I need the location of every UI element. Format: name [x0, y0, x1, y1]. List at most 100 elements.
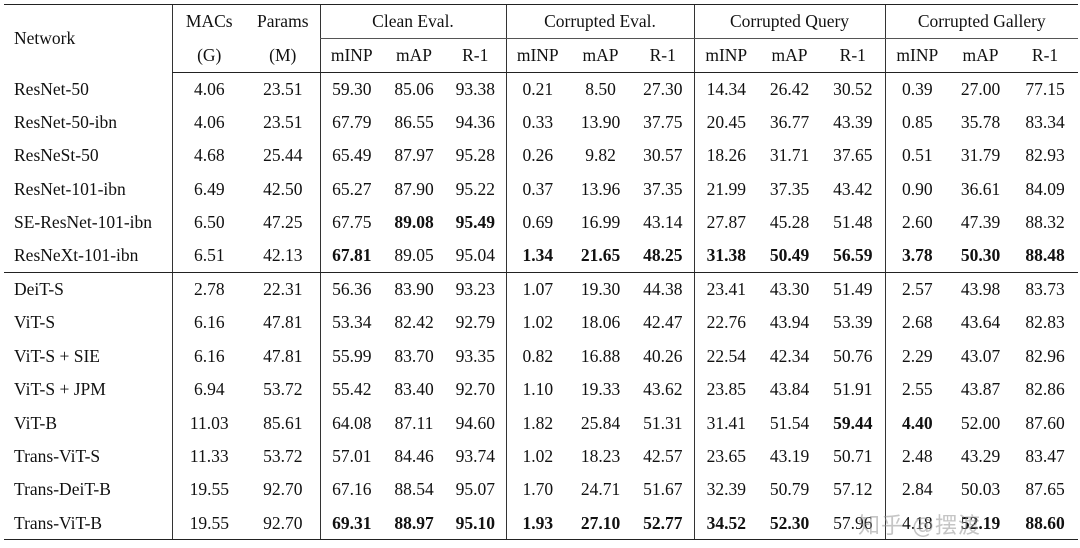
unit-header: (M): [246, 38, 320, 73]
cell: 56.59: [821, 239, 886, 274]
cell: 6.49: [171, 172, 246, 207]
cell: 51.91: [833, 379, 873, 400]
network-name: ResNet-50: [14, 78, 89, 99]
cell: 43.98: [960, 279, 1001, 300]
network-name: DeiT-S: [14, 279, 64, 300]
cell: 21.99: [693, 172, 758, 207]
cell: 93.38: [455, 78, 495, 99]
cell: 4.68: [171, 139, 246, 173]
cell: 59.44: [833, 412, 873, 433]
cell: 19.55: [171, 506, 246, 541]
cell: 2.78: [171, 272, 246, 307]
metric-header: mINP: [884, 38, 950, 73]
cell: 87.97: [394, 145, 434, 166]
cell: 31.79: [960, 145, 1001, 166]
metric-header: mINP: [319, 38, 383, 73]
cell: 27.87: [693, 206, 758, 240]
cell: 88.32: [1025, 212, 1065, 233]
cell: 1.82: [505, 406, 569, 440]
cell: 88.60: [1012, 506, 1079, 541]
metric-header: mINP: [693, 38, 758, 73]
cell: 87.65: [1025, 479, 1065, 500]
table-row: ViT-S + SIE 6.16 47.81 55.99 83.70 93.35 0.82 1…: [4, 339, 1078, 374]
unit-header: (G): [171, 38, 246, 73]
header-row: (G) (M) mINP mAP R-1 mINP mAP R-1 mINP mAP R-1 mINP…: [4, 38, 1079, 73]
cell: 53.34: [319, 306, 383, 340]
cell: 13.96: [580, 178, 621, 199]
cell: 6.94: [171, 373, 246, 407]
cell: 36.61: [960, 178, 1001, 199]
metric-header: R-1: [445, 38, 506, 73]
cell: 65.49: [319, 139, 383, 173]
cell: 93.23: [455, 279, 495, 300]
cell: 0.51: [884, 139, 950, 173]
cell: 18.06: [580, 312, 621, 333]
cell: 82.83: [1025, 312, 1065, 333]
cell: 32.39: [693, 473, 758, 507]
cell: 1.34: [505, 239, 569, 274]
network-name: ResNet-101-ibn: [14, 178, 126, 199]
network-name: SE-ResNet-101-ibn: [14, 212, 153, 233]
cell: 89.05: [383, 239, 445, 274]
cell: 23.51: [263, 78, 303, 99]
cell: 83.73: [1025, 279, 1065, 300]
cell: 83.40: [394, 379, 434, 400]
cell: 84.46: [394, 445, 434, 466]
network-name: Trans-ViT-S: [14, 445, 101, 466]
network-name: ResNeSt-50: [14, 145, 99, 166]
table-row: Trans-DeiT-B 19.55 92.70 67.16 88.54 95.07 1.7…: [4, 473, 1078, 507]
cell: 25.44: [263, 145, 303, 166]
cell: 37.65: [833, 145, 873, 166]
group-header: Corrupted Query: [693, 4, 886, 39]
cell: 36.77: [769, 112, 810, 133]
cell: 53.72: [263, 445, 303, 466]
cell: 27.10: [569, 506, 632, 541]
cell: 11.03: [171, 406, 246, 440]
cell: 24.71: [580, 479, 621, 500]
cell: 1.02: [505, 306, 569, 340]
table-row: ResNet-101-ibn 6.49 42.50 65.27 87.90 95.22 0.…: [4, 172, 1078, 207]
cell: 87.11: [394, 412, 434, 433]
table-section: DeiT-S 2.78 22.31 56.36 83.90 93.23 1.07 19.30 4…: [4, 272, 1079, 541]
cell: 95.22: [455, 178, 495, 199]
cell: 50.79: [769, 479, 810, 500]
cell: 56.36: [319, 272, 383, 307]
column-header: Network: [4, 4, 172, 73]
cell: 2.48: [884, 439, 950, 474]
cell: 93.35: [455, 345, 495, 366]
table-header: Network MACs Params Clean Eval. Corrupted Ev…: [4, 4, 1079, 73]
cell: 52.77: [632, 506, 694, 541]
cell: 6.51: [171, 239, 246, 274]
cell: 43.87: [960, 379, 1001, 400]
cell: 92.70: [263, 479, 303, 500]
cell: 85.06: [394, 78, 434, 99]
cell: 30.57: [643, 145, 683, 166]
cell: 82.86: [1025, 379, 1065, 400]
cell: 14.34: [693, 72, 758, 106]
cell: 47.39: [960, 212, 1001, 233]
column-header: MACs: [171, 4, 246, 39]
cell: 87.90: [394, 178, 434, 199]
cell: 64.08: [319, 406, 383, 440]
cell: 26.42: [769, 78, 810, 99]
cell: 45.28: [769, 212, 810, 233]
cell: 1.70: [505, 473, 569, 507]
cell: 0.69: [505, 206, 569, 240]
cell: 2.68: [884, 306, 950, 340]
cell: 51.31: [643, 412, 683, 433]
network-name: ViT-S: [14, 312, 56, 333]
cell: 0.33: [505, 105, 569, 140]
metric-header: R-1: [821, 38, 886, 73]
metric-header: R-1: [632, 38, 694, 73]
metric-header: R-1: [1012, 38, 1079, 73]
cell: 42.13: [246, 239, 320, 274]
cell: 20.45: [693, 105, 758, 140]
cell: 47.25: [263, 212, 303, 233]
cell: 4.06: [171, 105, 246, 140]
cell: 21.65: [569, 239, 632, 274]
metric-header: mAP: [758, 38, 821, 73]
cell: 43.39: [833, 112, 873, 133]
cell: 95.10: [445, 506, 506, 541]
cell: 0.21: [505, 72, 569, 106]
cell: 94.60: [455, 412, 495, 433]
